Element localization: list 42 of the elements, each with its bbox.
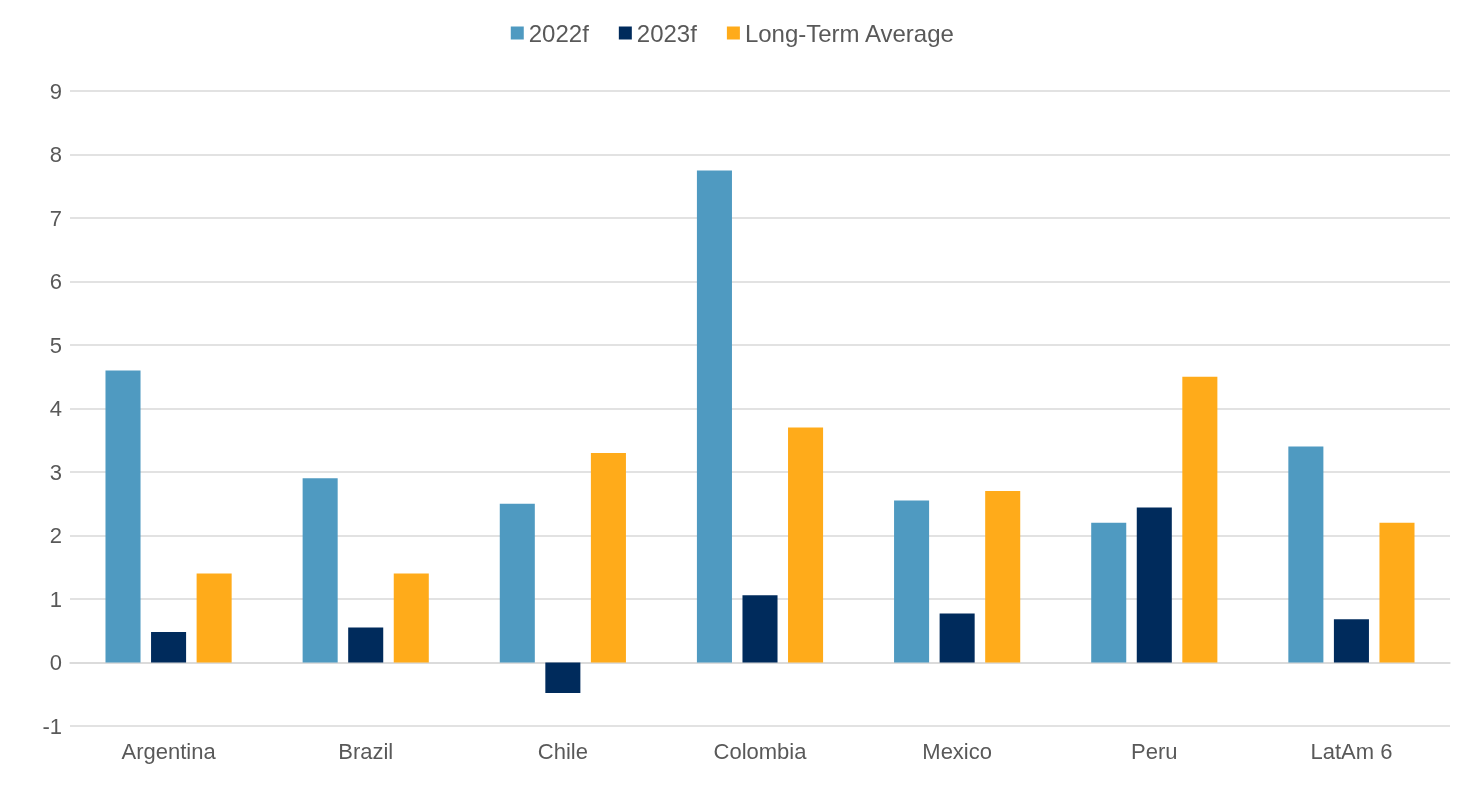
y-tick-label: -1 — [42, 713, 62, 739]
bar — [1379, 522, 1415, 663]
bar — [393, 573, 429, 663]
bar — [499, 503, 535, 663]
bar — [1182, 376, 1218, 663]
bar — [696, 170, 732, 663]
bar — [1136, 507, 1172, 663]
bar — [788, 427, 824, 663]
y-tick-label: 1 — [49, 586, 62, 612]
bar — [151, 632, 187, 663]
x-tick-label: LatAm 6 — [1310, 738, 1393, 764]
y-tick-label: 8 — [49, 142, 62, 167]
legend-label: 2022f — [528, 19, 590, 47]
bar — [939, 613, 975, 663]
bar — [894, 500, 930, 663]
bar — [302, 478, 338, 663]
x-tick-label: Brazil — [338, 738, 394, 764]
x-tick-label: Argentina — [121, 738, 217, 764]
y-tick-label: 5 — [49, 332, 62, 358]
y-tick-label: 9 — [49, 78, 62, 104]
bar — [1091, 522, 1127, 663]
bar — [985, 491, 1021, 663]
y-tick-label: 3 — [49, 459, 62, 485]
x-tick-label: Peru — [1131, 738, 1178, 764]
x-tick-label: Colombia — [713, 738, 808, 764]
y-tick-label: 0 — [49, 650, 62, 675]
bar — [742, 595, 778, 663]
bar — [590, 452, 626, 663]
y-tick-label: 6 — [49, 269, 62, 294]
bar — [1333, 619, 1369, 663]
bar — [1288, 446, 1324, 663]
y-tick-label: 2 — [49, 523, 62, 548]
y-tick-label: 4 — [49, 396, 62, 421]
bar — [196, 573, 232, 663]
bar — [348, 627, 384, 663]
legend-label: 2023f — [636, 19, 698, 47]
legend-label: Long-Term Average — [744, 19, 954, 47]
x-tick-label: Chile — [537, 738, 588, 764]
bar — [545, 662, 581, 693]
bar — [105, 370, 141, 663]
x-tick-label: Mexico — [922, 738, 992, 764]
y-tick-label: 7 — [49, 205, 62, 231]
